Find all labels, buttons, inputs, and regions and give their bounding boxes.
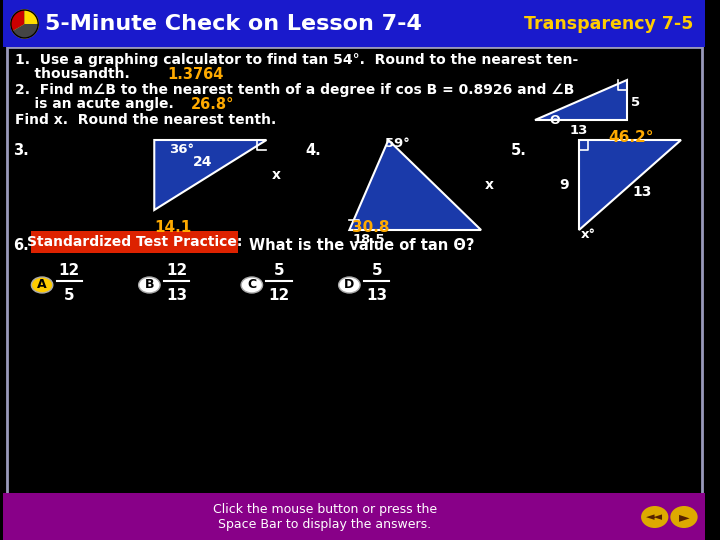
Text: 18.5: 18.5: [352, 233, 385, 246]
Text: 12: 12: [59, 263, 80, 278]
Text: 13: 13: [166, 288, 187, 303]
Text: 9: 9: [559, 178, 569, 192]
Text: Find x.  Round the nearest tenth.: Find x. Round the nearest tenth.: [15, 113, 276, 127]
Ellipse shape: [241, 277, 263, 293]
Text: 5: 5: [631, 96, 640, 109]
Text: 13: 13: [366, 288, 387, 303]
FancyBboxPatch shape: [3, 493, 706, 540]
Text: A: A: [37, 279, 47, 292]
Text: 36°: 36°: [169, 143, 194, 156]
Text: 14.1: 14.1: [154, 220, 192, 235]
Wedge shape: [24, 10, 38, 24]
Wedge shape: [13, 10, 38, 38]
Polygon shape: [154, 140, 266, 210]
Ellipse shape: [32, 277, 53, 293]
Ellipse shape: [670, 506, 698, 528]
Text: 13: 13: [570, 124, 588, 137]
Text: 12: 12: [269, 288, 289, 303]
Text: ►: ►: [679, 510, 689, 524]
Text: 59°: 59°: [385, 137, 410, 150]
Text: 3.: 3.: [13, 143, 29, 158]
Text: 6.: 6.: [13, 238, 29, 253]
Ellipse shape: [139, 277, 160, 293]
Text: 1.  Use a graphing calculator to find tan 54°.  Round to the nearest ten-: 1. Use a graphing calculator to find tan…: [15, 53, 578, 67]
Text: C: C: [247, 279, 256, 292]
Text: 2.  Find m∠B to the nearest tenth of a degree if cos B = 0.8926 and ∠B: 2. Find m∠B to the nearest tenth of a de…: [15, 83, 574, 97]
Polygon shape: [579, 140, 681, 230]
Text: 5: 5: [274, 263, 284, 278]
Text: ◄◄: ◄◄: [647, 512, 663, 522]
Text: 26.8°: 26.8°: [192, 97, 235, 112]
Text: Standardized Test Practice:: Standardized Test Practice:: [27, 235, 243, 249]
Text: 24: 24: [193, 155, 213, 169]
FancyBboxPatch shape: [7, 47, 701, 494]
Text: 5-Minute Check on Lesson 7-4: 5-Minute Check on Lesson 7-4: [45, 14, 422, 34]
Ellipse shape: [338, 277, 360, 293]
Text: 1.3764: 1.3764: [167, 67, 223, 82]
Polygon shape: [349, 140, 481, 230]
Polygon shape: [535, 80, 627, 120]
Text: 13: 13: [632, 185, 652, 199]
Text: thousandth.: thousandth.: [15, 67, 130, 81]
Text: 5.: 5.: [510, 143, 526, 158]
Text: Transparency 7-5: Transparency 7-5: [524, 15, 694, 33]
Text: What is the value of tan Θ?: What is the value of tan Θ?: [249, 238, 474, 253]
Wedge shape: [11, 10, 24, 31]
Text: 5: 5: [64, 288, 75, 303]
Text: is an acute angle.: is an acute angle.: [15, 97, 174, 111]
Text: 5: 5: [372, 263, 382, 278]
Ellipse shape: [641, 506, 668, 528]
FancyBboxPatch shape: [3, 0, 706, 47]
Text: B: B: [145, 279, 154, 292]
FancyBboxPatch shape: [32, 231, 238, 253]
Text: 46.2°: 46.2°: [608, 130, 653, 145]
Circle shape: [11, 10, 38, 38]
Text: x°: x°: [580, 228, 595, 241]
Text: 4.: 4.: [305, 143, 321, 158]
Text: 12: 12: [166, 263, 187, 278]
Text: x: x: [485, 178, 494, 192]
Text: Θ: Θ: [549, 114, 560, 127]
Text: D: D: [344, 279, 354, 292]
Text: Click the mouse button or press the
Space Bar to display the answers.: Click the mouse button or press the Spac…: [213, 503, 437, 531]
Text: x: x: [271, 168, 280, 182]
Text: 30.8: 30.8: [352, 220, 390, 235]
